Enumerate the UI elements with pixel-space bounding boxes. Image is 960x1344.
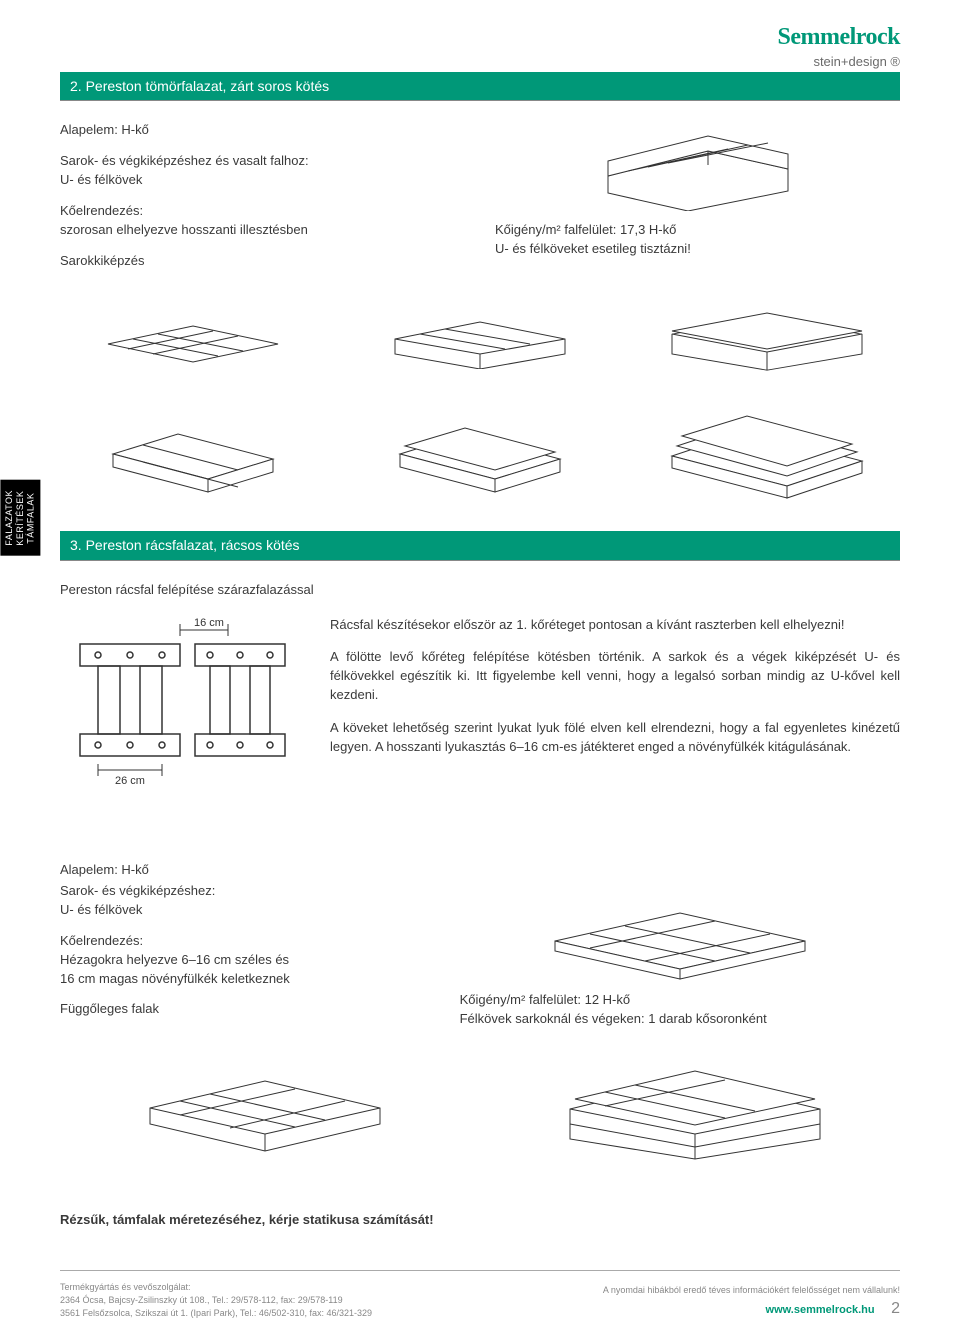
section3-right: Kőigény/m² falfelület: 12 H-kő Félkövek …: [460, 861, 900, 1029]
illus-grid-top: [460, 901, 900, 981]
s1-ufelkovek: U- és félkövek: [60, 172, 142, 187]
brand-name: Semmelrock: [777, 20, 900, 55]
illus-row1-c: [633, 306, 900, 376]
s1-alapelem: Alapelem: H-kő: [60, 121, 465, 140]
h-block-diagram: 16 cm: [60, 616, 290, 792]
illus3-b: [490, 1061, 900, 1161]
static-note: Rézsűk, támfalak méretezéséhez, kérje st…: [60, 1211, 900, 1230]
s3-alapelem: Alapelem: H-kő: [60, 861, 430, 880]
section1-left: Alapelem: H-kő Sarok- és végkiképzéshez …: [60, 121, 465, 282]
footer-site: www.semmelrock.hu: [766, 1304, 875, 1316]
section-title-2: 3. Pereston rácsfalazat, rácsos kötés: [60, 531, 900, 560]
s1-koelr-text: szorosan elhelyezve hosszanti illesztésb…: [60, 222, 308, 237]
illus-row2-b: [347, 406, 614, 501]
footer-disclaimer: A nyomdai hibákból eredő téves informáci…: [603, 1284, 900, 1297]
s1-koigeny: Kőigény/m² falfelület: 17,3 H-kő: [495, 222, 676, 237]
section3-left: Alapelem: H-kő Sarok- és végkiképzéshez:…: [60, 861, 430, 1031]
s1-sarok: Sarok- és végkiképzéshez és vasalt falho…: [60, 153, 309, 168]
s3-koelr-1: Hézagokra helyezve 6–16 cm széles és: [60, 952, 289, 967]
section2-body: Rácsfal készítésekor először az 1. kőrét…: [330, 616, 900, 771]
dim-top-label: 16 cm: [194, 617, 224, 629]
s1-tisztazni: U- és félköveket esetileg tisztázni!: [495, 241, 691, 256]
dim-bottom-label: 26 cm: [115, 775, 145, 786]
illus-row1-b: [347, 306, 614, 376]
s3-sarok: Sarok- és végkiképzéshez:: [60, 883, 215, 898]
footer-l2: 2364 Ócsa, Bajcsy-Zsilinszky út 108., Te…: [60, 1294, 603, 1307]
s3-fuggoleges: Függőleges falak: [60, 1000, 430, 1019]
s1-koelr-label: Kőelrendezés:: [60, 203, 143, 218]
illustration-corner-top: [495, 121, 900, 211]
illus-row2-a: [60, 406, 327, 501]
s3-koigeny: Kőigény/m² falfelület: 12 H-kő: [460, 992, 631, 1007]
s3-koelr-label: Kőelrendezés:: [60, 933, 143, 948]
section3-illus-row: [60, 1061, 900, 1161]
section1-illus-row1: [60, 306, 900, 376]
section1-right: Kőigény/m² falfelület: 17,3 H-kő U- és f…: [495, 121, 900, 259]
illus-row1-a: [60, 306, 327, 376]
brand-subtitle: stein+design ®: [777, 53, 900, 72]
section1-illus-row2: [60, 406, 900, 501]
side-category-label: FALAZATOKKERÍTÉSEKTÁMFALAK: [0, 480, 40, 556]
footer-l1: Termékgyártás és vevőszolgálat:: [60, 1281, 603, 1294]
s1-sarokkikepzes: Sarokkiképzés: [60, 252, 465, 271]
s2-para1: Rácsfal készítésekor először az 1. kőrét…: [330, 616, 900, 635]
footer-l3: 3561 Felsőzsolca, Szikszai út 1. (Ipari …: [60, 1307, 603, 1320]
s3-ufelkovek: U- és félkövek: [60, 902, 142, 917]
illus3-a: [60, 1061, 470, 1161]
section2-subtitle: Pereston rácsfal felépítése szárazfalazá…: [60, 581, 900, 600]
s2-para2: A fölötte levő kőréteg felépítése kötésb…: [330, 648, 900, 705]
s3-felkovek: Félkövek sarkoknál és végeken: 1 darab k…: [460, 1011, 767, 1026]
s2-para3: A köveket lehetőség szerint lyukat lyuk …: [330, 719, 900, 757]
section-title-1: 2. Pereston tömörfalazat, zárt soros köt…: [60, 72, 900, 101]
page-footer: Termékgyártás és vevőszolgálat: 2364 Ócs…: [60, 1270, 900, 1320]
illus-row2-c: [633, 406, 900, 501]
s3-koelr-2: 16 cm magas növényfülkék keletkeznek: [60, 971, 290, 986]
brand-logo: Semmelrock stein+design ®: [777, 20, 900, 72]
